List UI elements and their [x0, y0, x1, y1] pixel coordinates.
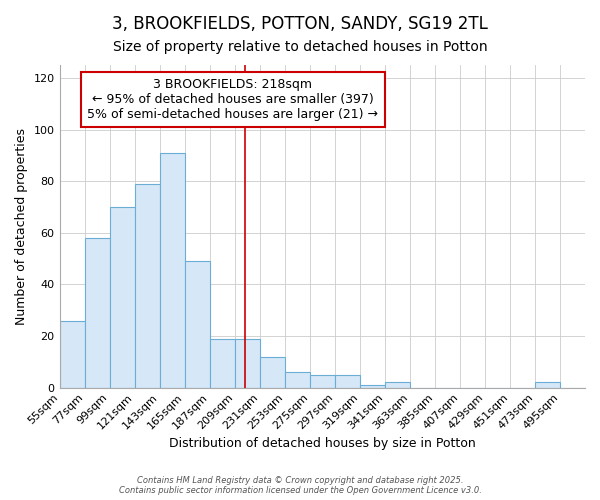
Bar — [134, 184, 160, 388]
Bar — [59, 320, 85, 388]
Bar — [535, 382, 560, 388]
Bar — [310, 374, 335, 388]
Bar — [360, 385, 385, 388]
Bar — [160, 152, 185, 388]
Bar — [110, 207, 134, 388]
Bar — [335, 374, 360, 388]
X-axis label: Distribution of detached houses by size in Potton: Distribution of detached houses by size … — [169, 437, 476, 450]
Text: 3, BROOKFIELDS, POTTON, SANDY, SG19 2TL: 3, BROOKFIELDS, POTTON, SANDY, SG19 2TL — [112, 15, 488, 33]
Text: Size of property relative to detached houses in Potton: Size of property relative to detached ho… — [113, 40, 487, 54]
Text: 3 BROOKFIELDS: 218sqm
← 95% of detached houses are smaller (397)
5% of semi-deta: 3 BROOKFIELDS: 218sqm ← 95% of detached … — [88, 78, 379, 121]
Bar — [260, 356, 285, 388]
Bar — [235, 338, 260, 388]
Bar — [385, 382, 410, 388]
Bar — [185, 261, 209, 388]
Bar — [285, 372, 310, 388]
Bar — [85, 238, 110, 388]
Y-axis label: Number of detached properties: Number of detached properties — [15, 128, 28, 325]
Text: Contains HM Land Registry data © Crown copyright and database right 2025.
Contai: Contains HM Land Registry data © Crown c… — [119, 476, 481, 495]
Bar — [209, 338, 235, 388]
